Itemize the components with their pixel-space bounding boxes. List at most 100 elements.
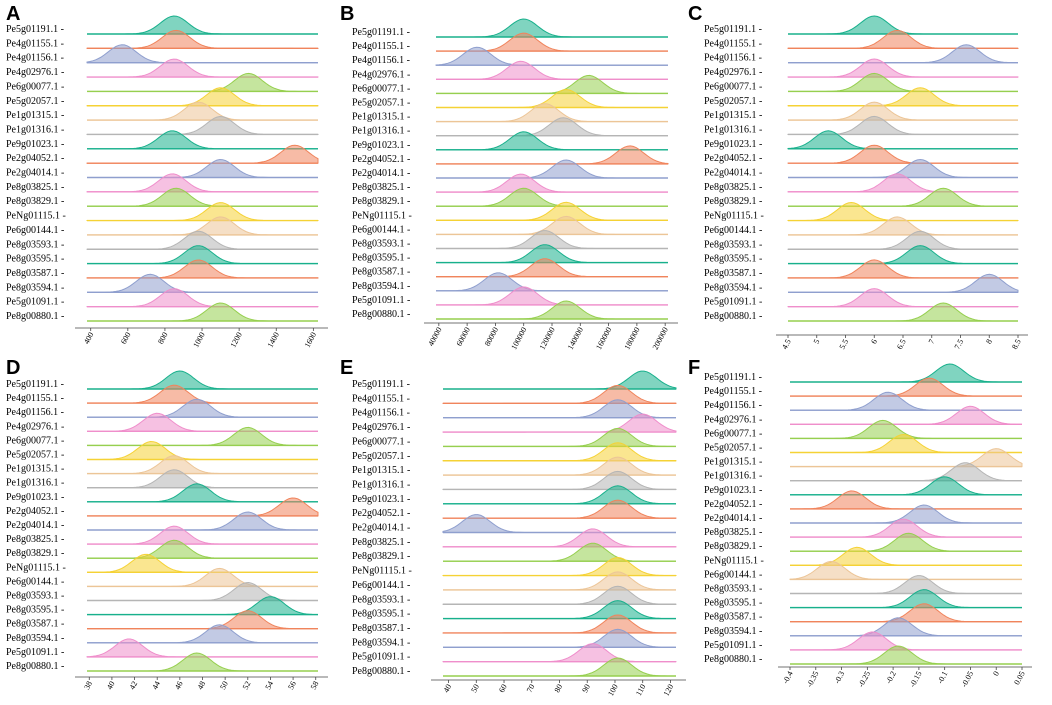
x-tick-label: -0.15 <box>908 670 924 689</box>
gene-label: Pe1g01316.1 - <box>6 124 64 135</box>
x-tick-label: -0.3 <box>832 670 846 685</box>
x-tick-label: 52 <box>241 680 253 691</box>
gene-label: Pe6g00077.1 - <box>6 435 64 446</box>
density-ridge <box>787 29 1019 49</box>
x-tick-label: 90 <box>580 683 592 694</box>
gene-label: Pe4g01155.1 - <box>352 393 410 404</box>
gene-label: Pe6g00144.1 - <box>6 225 64 236</box>
gene-label: Pe8g03825.1 - <box>704 182 762 193</box>
gene-label: Pe8g00880.1 - <box>6 661 64 672</box>
gene-label: Pe9g01023.1 - <box>352 140 410 151</box>
gene-label: Pe8g03593.1 - <box>6 591 64 602</box>
x-tick-label: 48 <box>196 680 208 691</box>
x-tick-label: 1000 <box>191 331 206 349</box>
gene-label: Pe1g01316.1 - <box>352 479 410 490</box>
gene-label: Pe1g01315.1 - <box>704 110 762 121</box>
panel-letter: B <box>340 3 354 25</box>
gene-label: Pe6g00077.1 - <box>352 83 410 94</box>
density-ridge <box>790 433 1022 453</box>
gene-label: Pe2g04052.1 - <box>6 153 64 164</box>
gene-label: Pe5g01191.1 - <box>352 379 410 390</box>
density-ridge <box>87 15 318 35</box>
x-tick-label: 46 <box>173 680 185 691</box>
x-tick-label: 80000 <box>483 326 500 348</box>
gene-label: Pe6g00077.1 - <box>6 81 64 92</box>
gene-label: Pe4g01155.1 - <box>6 38 64 49</box>
x-tick-label: 7 <box>927 338 937 346</box>
x-tick-label: 120 <box>662 683 676 698</box>
panel-F: F Pe5g01191.1 - Pe4g01155.1 - Pe4g01156.1 -… <box>688 357 1032 689</box>
gene-label: Pe8g03587.1 - <box>6 268 64 279</box>
x-tick-label: 600 <box>119 331 133 346</box>
gene-label: Pe5g02057.1 - <box>6 450 64 461</box>
x-tick-label: 44 <box>150 680 162 691</box>
density-ridge <box>442 413 677 433</box>
x-tick-label: 1200 <box>228 331 243 349</box>
gene-label: Pe2g04014.1 - <box>704 168 762 179</box>
gene-label: Pe5g01191.1 - <box>6 24 64 35</box>
gene-label: Pe5g02057.1 - <box>352 451 410 462</box>
gene-label: Pe8g03829.1 - <box>352 551 410 562</box>
gene-label: Pe2g04014.1 - <box>6 168 64 179</box>
gene-label: Pe8g03587.1 - <box>352 623 410 634</box>
gene-label: Pe8g03587.1 - <box>704 268 762 279</box>
gene-label: Pe5g02057.1 - <box>704 96 762 107</box>
gene-label: Pe8g03829.1 - <box>704 541 762 552</box>
gene-label: Pe4g02976.1 - <box>704 414 762 425</box>
x-tick-label: 100000 <box>509 326 528 351</box>
density-ridge <box>87 101 318 121</box>
gene-label: Pe4g02976.1 - <box>704 67 762 78</box>
x-tick-label: 56 <box>286 680 298 691</box>
gene-label: Pe2g04014.1 - <box>352 168 410 179</box>
gene-label: Pe8g00880.1 - <box>704 311 762 322</box>
gene-label: Pe8g03825.1 - <box>6 534 64 545</box>
gene-label: Pe8g03594.1 - <box>6 282 64 293</box>
gene-label: Pe4g01156.1 - <box>704 400 762 411</box>
x-tick-label: 80 <box>553 683 565 694</box>
gene-label: Pe8g03825.1 - <box>704 527 762 538</box>
gene-label: Pe1g01316.1 - <box>6 478 64 489</box>
gene-label: Pe8g03829.1 - <box>6 548 64 559</box>
gene-label: Pe1g01315.1 - <box>352 465 410 476</box>
gene-label: Pe5g01091.1 - <box>6 647 64 658</box>
x-tick-label: 400 <box>82 331 96 346</box>
gene-label: Pe8g03829.1 - <box>352 196 410 207</box>
gene-label: Pe5g01091.1 - <box>704 297 762 308</box>
gene-label: Pe1g01315.1 - <box>704 457 762 468</box>
x-tick-label: 8.5 <box>1010 338 1023 351</box>
gene-label: Pe8g03594.1 - <box>352 281 410 292</box>
x-tick-label: 180000 <box>622 326 641 351</box>
gene-label: Pe5g02057.1 - <box>6 96 64 107</box>
gene-label: Pe5g01091.1 - <box>352 295 410 306</box>
x-tick-label: 60 <box>497 683 509 694</box>
x-tick-label: 1400 <box>266 331 281 349</box>
gene-label: Pe8g03825.1 - <box>352 182 410 193</box>
density-ridge <box>790 617 1022 637</box>
x-tick-label: 110 <box>634 683 647 698</box>
gene-label: Pe8g03594.1 - <box>352 637 410 648</box>
gene-label: Pe8g03587.1 - <box>704 612 762 623</box>
x-tick-label: 58 <box>309 680 321 691</box>
gene-label: Pe5g01091.1 - <box>352 652 410 663</box>
gene-label: Pe8g03595.1 - <box>704 598 762 609</box>
gene-label: Pe8g03825.1 - <box>352 537 410 548</box>
gene-label: Pe4g01156.1 - <box>352 408 410 419</box>
gene-label: Pe8g03594.1 - <box>704 282 762 293</box>
gene-label: Pe1g01315.1 - <box>352 112 410 123</box>
gene-label: Pe9g01023.1 - <box>704 139 762 150</box>
x-tick-label: -0.1 <box>936 670 950 685</box>
density-ridge <box>436 258 668 278</box>
x-tick-label: 1600 <box>303 331 318 349</box>
gene-label: Pe2g04014.1 - <box>6 520 64 531</box>
density-ridge <box>86 259 319 279</box>
x-tick-label: 0.05 <box>1012 670 1027 687</box>
gene-label: Pe8g03594.1 - <box>704 626 762 637</box>
x-tick-label: -0.05 <box>959 670 975 689</box>
x-tick-label: 50 <box>469 683 481 694</box>
gene-label: Pe8g03595.1 - <box>6 254 64 265</box>
x-tick-label: 5.5 <box>838 338 851 351</box>
gene-label: Pe4g02976.1 - <box>352 422 410 433</box>
